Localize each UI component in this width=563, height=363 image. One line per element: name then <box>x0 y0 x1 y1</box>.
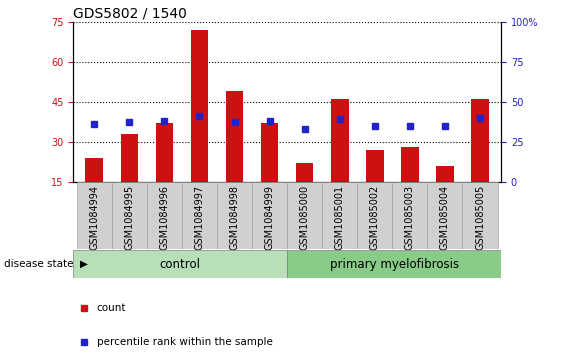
Bar <box>217 182 252 249</box>
Text: GSM1085000: GSM1085000 <box>300 185 310 250</box>
Bar <box>401 147 419 182</box>
Text: control: control <box>160 258 200 270</box>
Text: GSM1085003: GSM1085003 <box>405 185 415 250</box>
Bar <box>182 182 217 249</box>
Bar <box>471 99 489 182</box>
Text: primary myelofibrosis: primary myelofibrosis <box>329 258 459 270</box>
Bar <box>427 182 462 249</box>
Text: count: count <box>97 303 126 313</box>
Bar <box>462 182 498 249</box>
Bar <box>287 250 501 278</box>
Bar <box>436 166 454 182</box>
Text: GSM1084994: GSM1084994 <box>89 185 99 250</box>
Bar <box>226 91 243 182</box>
Bar <box>120 134 138 182</box>
Bar <box>322 182 358 249</box>
Bar <box>287 182 322 249</box>
Bar <box>296 163 314 182</box>
Bar <box>261 123 278 182</box>
Text: GSM1085002: GSM1085002 <box>370 185 380 250</box>
Bar <box>73 250 287 278</box>
Text: GDS5802 / 1540: GDS5802 / 1540 <box>73 7 187 21</box>
Bar <box>358 182 392 249</box>
Text: GSM1085005: GSM1085005 <box>475 185 485 250</box>
Text: GSM1084995: GSM1084995 <box>124 185 135 250</box>
Text: GSM1084996: GSM1084996 <box>159 185 169 250</box>
Bar <box>392 182 427 249</box>
Text: disease state  ▶: disease state ▶ <box>4 259 88 269</box>
Bar <box>252 182 287 249</box>
Text: percentile rank within the sample: percentile rank within the sample <box>97 337 272 347</box>
Bar <box>331 99 348 182</box>
Text: GSM1085001: GSM1085001 <box>335 185 345 250</box>
Text: GSM1085004: GSM1085004 <box>440 185 450 250</box>
Bar <box>86 158 103 182</box>
Text: GSM1084997: GSM1084997 <box>194 185 204 250</box>
Bar <box>147 182 182 249</box>
Text: GSM1084999: GSM1084999 <box>265 185 275 250</box>
Bar <box>77 182 112 249</box>
Text: GSM1084998: GSM1084998 <box>230 185 239 250</box>
Bar <box>191 30 208 181</box>
Bar <box>112 182 147 249</box>
Bar <box>366 150 383 182</box>
Bar <box>155 123 173 182</box>
